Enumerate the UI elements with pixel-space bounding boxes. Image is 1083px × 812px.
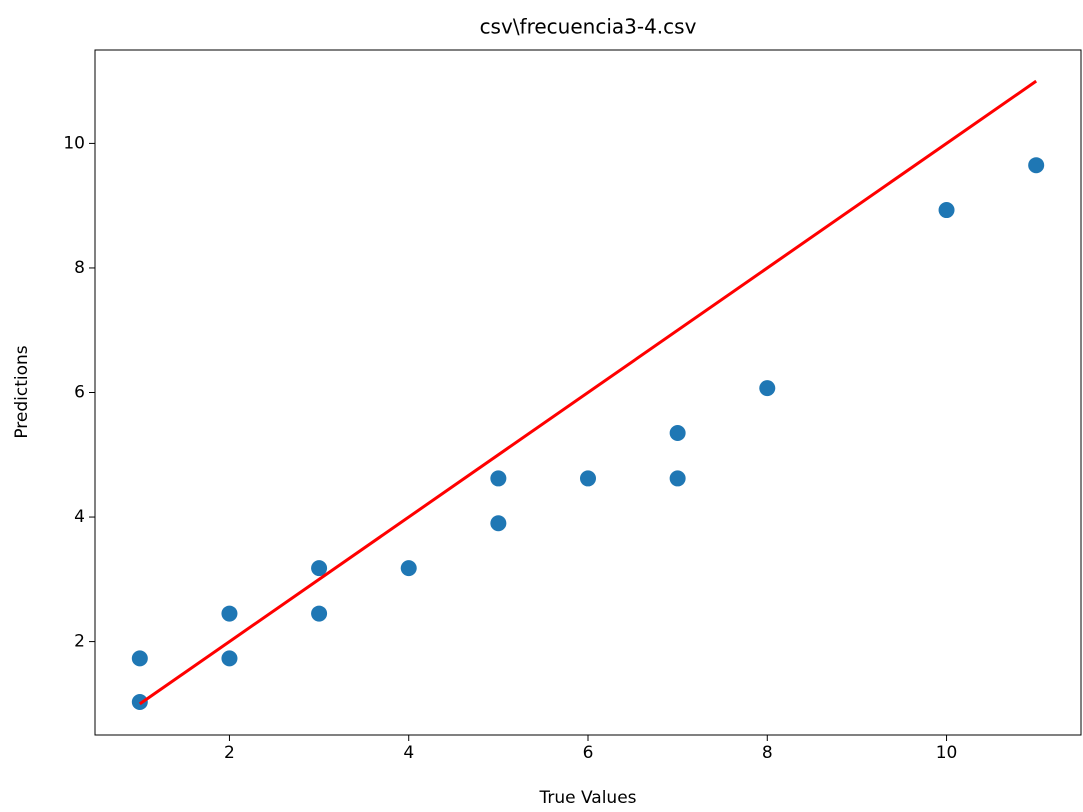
point: [759, 380, 776, 397]
point: [490, 470, 507, 487]
x-tick-label: 8: [762, 743, 773, 763]
point: [221, 650, 238, 667]
y-axis-label: Predictions: [12, 345, 32, 438]
point: [221, 605, 238, 622]
point: [1028, 157, 1045, 174]
y-tick-label: 10: [63, 133, 85, 153]
point: [669, 470, 686, 487]
point: [580, 470, 596, 487]
x-tick-label: 6: [583, 743, 594, 763]
point: [311, 605, 328, 622]
point: [938, 202, 955, 219]
point: [400, 560, 417, 577]
y-tick-label: 8: [74, 258, 85, 278]
point: [131, 693, 148, 710]
plot-frame: [94, 49, 1082, 736]
x-tick-label: 2: [224, 743, 235, 763]
x-axis-label: True Values: [538, 788, 636, 808]
fit-line: [138, 79, 1038, 706]
x-tick-label: 10: [936, 743, 958, 763]
point: [131, 650, 148, 667]
y-tick-label: 2: [74, 632, 85, 652]
point: [490, 515, 507, 532]
point: [311, 560, 328, 577]
x-tick-label: 4: [403, 743, 414, 763]
y-tick-label: 4: [74, 507, 85, 527]
y-tick-label: 6: [74, 383, 85, 403]
chart-title: csv\frecuencia3-4.csv: [480, 15, 697, 39]
point: [669, 424, 686, 441]
